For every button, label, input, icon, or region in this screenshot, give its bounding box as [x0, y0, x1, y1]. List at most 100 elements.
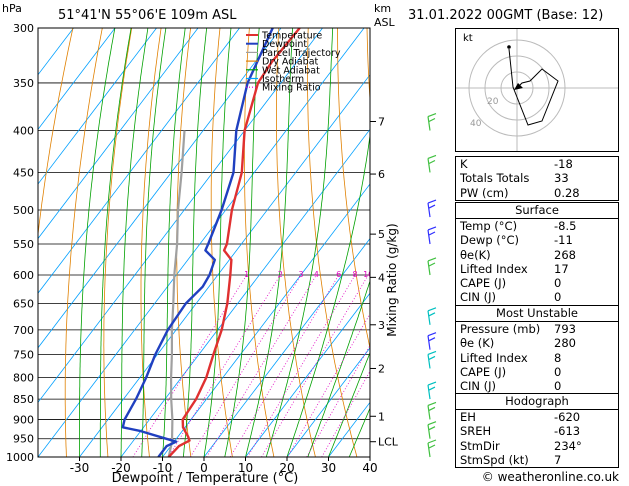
wind-barb-staff — [427, 229, 431, 245]
isotherm-line — [162, 183, 370, 457]
pressure-tick-label: 350 — [13, 77, 34, 90]
wet-adiabat-line — [307, 279, 370, 457]
legend-label: Mixing Ratio — [262, 83, 321, 94]
chart-background-lines: 1 2 3 4 6 8 10 15 20 25 — [38, 28, 415, 457]
height-tick-label: 2 — [378, 362, 385, 375]
surface-row: θe(K) 268 — [460, 247, 576, 262]
temperature-tick-label: 10 — [238, 461, 253, 475]
hodo-ring-label-40: 40 — [470, 119, 482, 129]
isotherm-line — [286, 347, 370, 457]
hodo-ring-label-20: 20 — [487, 97, 499, 107]
wind-barb-flag — [428, 355, 436, 361]
dry-adiabat-line — [210, 28, 233, 457]
dry-adiabat-line — [337, 28, 370, 350]
mixing-ratio-label: 10 — [363, 270, 373, 279]
dry-adiabat-line — [103, 28, 133, 457]
mixing-ratio-label: 2 — [278, 270, 283, 279]
mu-row: CAPE (J) 0 — [460, 364, 562, 379]
chart-axes: 3003504004505005506006507007508008509009… — [6, 22, 399, 475]
pressure-tick-label: 500 — [13, 204, 34, 217]
isotherm-line — [38, 28, 74, 76]
wind-barb-flag — [428, 444, 436, 449]
wet-adiabat-line — [328, 351, 370, 457]
mixing-ratio-label: 3 — [299, 270, 304, 279]
wind-barb-staff — [427, 116, 431, 131]
wet-adiabat-line — [120, 28, 149, 457]
mixing-ratio-label: 20 — [405, 270, 415, 279]
datetime-title: 31.01.2022 00GMT (Base: 12) — [408, 8, 604, 23]
height-tick-label: 1 — [378, 410, 385, 423]
temperature-line — [167, 28, 301, 457]
wind-barb-staff — [427, 310, 431, 325]
hodo-row: StmSpd (kt) 7 — [460, 452, 562, 467]
temperature-tick-label: 30 — [321, 461, 336, 475]
hodo-row: SREH -613 — [460, 424, 581, 439]
legend-label: Wet Adiabat — [262, 65, 320, 76]
surface-title: Surface — [515, 203, 559, 217]
wind-barb-flag — [428, 337, 436, 342]
dewpoint-line — [121, 28, 274, 457]
wind-barb-staff — [427, 405, 431, 420]
surface-row: Dewp (°C) -11 — [460, 233, 573, 248]
location-title: 51°41'N 55°06'E 109m ASL — [58, 8, 237, 23]
mu-row: Lifted Index 8 — [460, 350, 562, 365]
temperature-tick-label: -20 — [111, 461, 131, 475]
pressure-tick-label: 900 — [13, 413, 34, 426]
temperature-tick-label: -10 — [153, 461, 173, 475]
x-axis-label: Dewpoint / Temperature (°C) — [112, 471, 299, 486]
height-tick-label: 4 — [378, 271, 385, 284]
pressure-tick-label: 300 — [13, 22, 34, 35]
hodograph-table: Hodograph EH -620 SREH -613 StmDir 234° Stm… — [455, 393, 619, 469]
wind-barb-staff — [427, 385, 431, 400]
height-tick-label: 3 — [378, 319, 385, 332]
dry-adiabat-line — [276, 28, 316, 457]
wind-barb-flag — [428, 231, 436, 236]
wind-barb-flag — [427, 439, 437, 444]
mixing-ratio-label: 1 — [244, 270, 249, 279]
mixing-ratio-line — [132, 274, 248, 457]
temperature-tick-label: -30 — [70, 461, 90, 475]
legend-label: Dry Adiabat — [262, 57, 319, 68]
wind-barb-staff — [427, 260, 431, 276]
wind-barb-flag — [427, 199, 437, 204]
wet-adiabat-line — [224, 28, 260, 457]
wind-barb-flag — [428, 262, 436, 267]
chart-profiles — [121, 28, 301, 457]
dry-adiabat-line — [140, 28, 162, 457]
hpa-label: hPa — [2, 2, 22, 15]
mixing-ratio-line — [321, 370, 370, 457]
wind-barb-flag — [427, 401, 437, 407]
index-row-totals: Totals Totals 33 — [460, 171, 569, 186]
legend-label: Isotherm — [262, 74, 304, 85]
surface-row: Temp (°C) -8.5 — [456, 218, 618, 233]
wind-barb-staff — [427, 424, 431, 439]
isotherm-line — [120, 128, 370, 457]
wind-barb-staff — [427, 442, 431, 458]
wind-barbs — [427, 112, 437, 458]
isotherm-line — [38, 28, 365, 457]
wind-barb-flag — [427, 257, 437, 262]
isotherm-line — [38, 28, 240, 294]
surface-row: Lifted Index 17 — [460, 261, 569, 276]
mixing-ratio-line — [168, 274, 281, 457]
wind-barb-flag — [428, 406, 436, 411]
wind-barb-flag — [427, 226, 437, 231]
mixing-ratio-line — [229, 274, 340, 457]
asl-label: ASL — [374, 16, 395, 29]
wind-barb-flag — [428, 386, 436, 391]
mixing-ratio-line — [261, 274, 369, 457]
dry-adiabat-line — [176, 28, 192, 457]
km-label: km — [374, 2, 392, 15]
wind-barb-staff — [427, 335, 431, 350]
surface-table: Surface Temp (°C) -8.5 Dewp (°C) -11 θe(K)… — [455, 202, 619, 306]
pressure-tick-label: 650 — [13, 298, 34, 311]
pressure-tick-label: 600 — [13, 269, 34, 282]
mu-row: Pressure (mb) 793 — [456, 321, 618, 336]
wet-adiabat-line — [99, 28, 132, 457]
hodo-top-point — [507, 45, 511, 49]
hodo-row: EH -620 — [456, 409, 618, 424]
hodo-storm-motion-marker — [514, 83, 523, 90]
wind-barb-flag — [427, 154, 437, 160]
surface-row: CIN (J) 0 — [460, 290, 562, 305]
